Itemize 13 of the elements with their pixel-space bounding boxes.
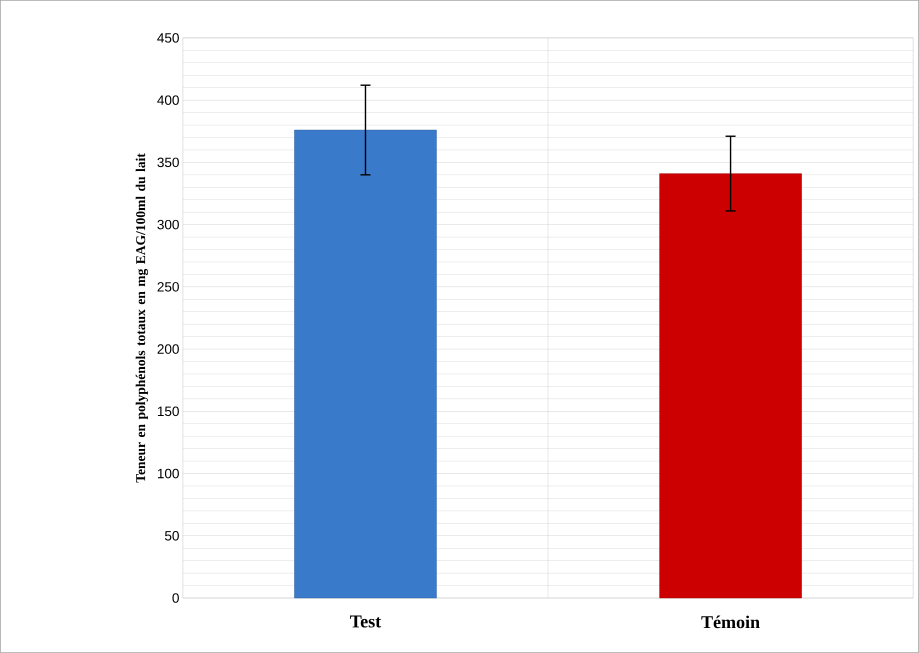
y-axis-title: Teneur en polyphénols totaux en mg EAG/100ml du lait (136, 153, 148, 483)
y-tick-label: 300 (157, 220, 179, 230)
y-tick-label: 200 (158, 344, 179, 354)
y-tick-label: 350 (157, 158, 179, 168)
y-tick-label: 50 (164, 531, 179, 541)
y-tick-label: 250 (158, 282, 179, 292)
x-tick-label: Test (350, 616, 382, 628)
x-tick-label: Témoin (701, 616, 760, 628)
y-tick-label: 100 (158, 468, 179, 478)
y-tick-label: 0 (172, 593, 179, 603)
y-tick-label: 450 (157, 33, 179, 43)
y-tick-label: 150 (158, 406, 179, 416)
y-tick-label: 400 (157, 95, 179, 105)
